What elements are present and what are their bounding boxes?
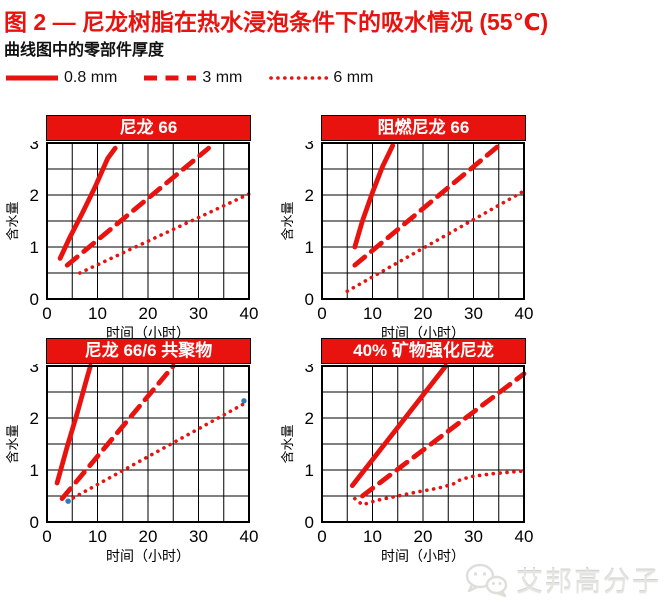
svg-text:时间（小时）: 时间（小时） [106,548,190,562]
svg-text:20: 20 [414,304,433,323]
svg-text:含水量: 含水量 [5,424,20,463]
dotted-line-sample-icon [269,76,329,80]
legend-item-solid: 0.8 mm [5,69,117,87]
svg-text:2: 2 [305,409,314,428]
svg-text:2: 2 [305,186,314,205]
svg-text:1: 1 [30,461,39,480]
chart-title-banner: 尼龙 66/6 共聚物 [46,338,251,364]
chart-panel-flame-retardant-nylon66: 阻燃尼龙 66 0 1 2 3 0 10 20 30 40 时间（小时） 含水量 [279,115,541,339]
svg-text:时间（小时）: 时间（小时） [106,325,190,339]
figure-title: 图 2 — 尼龙树脂在热水浸泡条件下的吸水情况 (55℃) [4,9,549,35]
svg-text:30: 30 [189,527,208,546]
svg-text:10: 10 [88,304,107,323]
legend-label: 3 mm [202,69,243,86]
chart-panel-nylon666-copolymer: 尼龙 66/6 共聚物 0 1 2 3 0 10 20 30 40 时间（小时） 含水量 [4,338,266,562]
legend-label: 6 mm [333,69,374,86]
chart-title-banner: 阻燃尼龙 66 [321,115,526,141]
legend-item-dotted: 6 mm [268,69,373,87]
svg-text:40: 40 [515,304,534,323]
watermark: 艾邦高分子 [464,560,661,599]
svg-text:1: 1 [30,238,39,257]
svg-text:1: 1 [305,461,314,480]
svg-text:0: 0 [30,513,39,532]
svg-text:20: 20 [414,527,433,546]
svg-text:30: 30 [189,304,208,323]
svg-text:40: 40 [240,527,259,546]
legend-label: 0.8 mm [64,69,118,86]
legend: 0.8 mm 3 mm 6 mm [5,66,399,90]
svg-text:2: 2 [30,186,39,205]
svg-text:10: 10 [363,304,382,323]
svg-text:含水量: 含水量 [280,424,295,463]
legend-item-dashed: 3 mm [143,69,242,87]
svg-text:10: 10 [88,527,107,546]
svg-text:0: 0 [317,527,326,546]
watermark-text: 艾邦高分子 [516,567,661,597]
svg-text:3: 3 [30,364,39,376]
svg-text:含水量: 含水量 [5,201,20,240]
svg-text:30: 30 [464,304,483,323]
thickness-note: 曲线图中的零部件厚度 [4,42,165,59]
svg-text:40: 40 [240,304,259,323]
svg-text:40: 40 [515,527,534,546]
svg-text:2: 2 [30,409,39,428]
svg-text:30: 30 [464,527,483,546]
chart-panel-nylon66: 尼龙 66 0 1 2 3 0 10 20 30 40 时间（小时） 含水量 [4,115,266,339]
svg-text:含水量: 含水量 [280,201,295,240]
svg-text:0: 0 [305,290,314,309]
svg-text:0: 0 [305,513,314,532]
chart-panel-mineral-reinforced-nylon: 40% 矿物强化尼龙 0 1 2 3 0 10 20 30 40 时间（小时） 含水量 [279,338,541,562]
svg-text:时间（小时）: 时间（小时） [381,548,465,562]
svg-text:0: 0 [30,290,39,309]
chart-title-banner: 尼龙 66 [46,115,251,141]
svg-text:10: 10 [363,527,382,546]
svg-text:3: 3 [305,364,314,376]
svg-text:3: 3 [305,141,314,153]
svg-text:时间（小时）: 时间（小时） [381,325,465,339]
svg-text:20: 20 [139,527,158,546]
dashed-line-sample-icon [144,75,197,81]
svg-text:1: 1 [305,238,314,257]
wechat-icon [465,563,508,597]
svg-text:0: 0 [42,527,51,546]
svg-text:3: 3 [30,141,39,153]
solid-line-sample-icon [6,75,58,81]
svg-text:0: 0 [42,304,51,323]
svg-text:0: 0 [317,304,326,323]
svg-text:20: 20 [139,304,158,323]
chart-title-banner: 40% 矿物强化尼龙 [321,338,526,364]
